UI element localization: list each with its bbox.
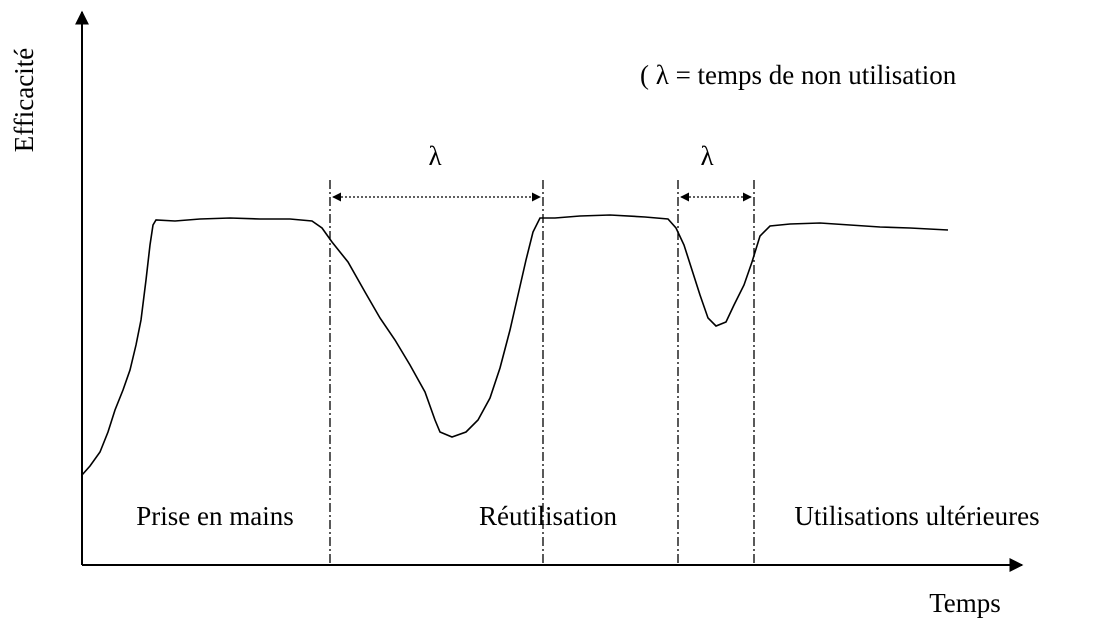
legend: ( λ = temps de non utilisation [640,60,957,90]
interval-label: λ [428,141,441,171]
efficiency-curve [81,214,949,476]
phase-label: Réutilisation [479,501,617,531]
interval-label: λ [700,141,713,171]
x-axis-label: Temps [929,588,1001,618]
phase-label: Prise en mains [136,501,293,531]
y-axis-label: Efficacité [9,48,39,152]
phase-label: Utilisations ultérieures [794,501,1039,531]
